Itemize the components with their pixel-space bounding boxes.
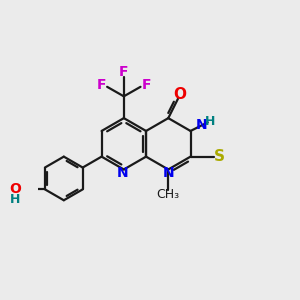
Text: F: F — [119, 65, 129, 79]
Text: F: F — [141, 78, 151, 92]
Text: O: O — [174, 87, 187, 102]
Text: H: H — [205, 115, 215, 128]
Text: N: N — [117, 166, 128, 179]
Text: CH₃: CH₃ — [157, 188, 180, 201]
Text: F: F — [97, 78, 106, 92]
Text: S: S — [214, 149, 225, 164]
Text: O: O — [10, 182, 21, 197]
Text: N: N — [163, 166, 174, 179]
Text: N: N — [196, 118, 207, 131]
Text: H: H — [10, 193, 21, 206]
